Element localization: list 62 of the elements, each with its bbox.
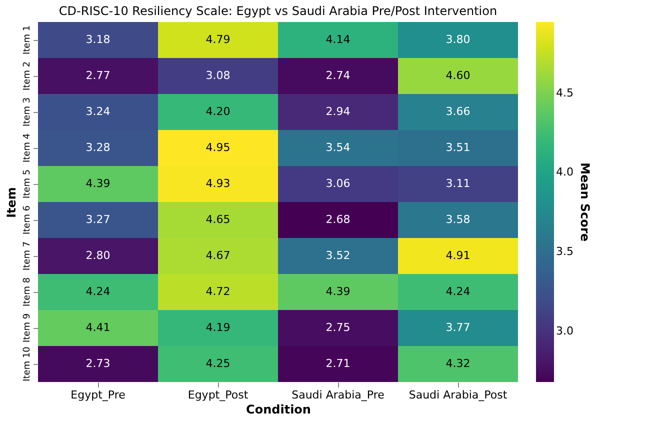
data-label: 2.71 xyxy=(326,357,350,370)
data-label: 2.94 xyxy=(326,105,350,118)
data-label: 4.24 xyxy=(86,285,110,298)
data-label: 2.75 xyxy=(326,321,350,334)
data-label: 4.79 xyxy=(206,33,230,46)
x-tick-label: Egypt_Pre xyxy=(70,388,126,402)
data-label: 4.72 xyxy=(206,285,230,298)
data-label: 2.80 xyxy=(86,249,110,262)
x-axis-title: Condition xyxy=(246,402,311,416)
data-label: 3.54 xyxy=(326,141,350,154)
data-label: 3.27 xyxy=(86,213,110,226)
data-label: 4.25 xyxy=(206,357,230,370)
data-label: 3.08 xyxy=(206,69,230,82)
y-tick-label: Item 8 xyxy=(22,277,32,307)
x-tick-label: Egypt_Post xyxy=(188,388,249,402)
data-label: 3.80 xyxy=(446,33,470,46)
color-bar-label: 4.5 xyxy=(556,86,574,100)
data-label: 4.39 xyxy=(326,285,350,298)
color-bar-label: 3.5 xyxy=(556,244,574,258)
data-label: 3.11 xyxy=(446,177,470,190)
data-label: 3.77 xyxy=(446,321,470,334)
data-label: 3.18 xyxy=(86,33,110,46)
x-tick-label: Saudi Arabia_Pre xyxy=(292,388,385,402)
y-tick-label: Item 6 xyxy=(22,205,32,235)
data-label: 4.39 xyxy=(86,177,110,190)
data-label: 3.51 xyxy=(446,141,470,154)
data-label: 3.24 xyxy=(86,105,110,118)
color-bar-label: 3.0 xyxy=(556,324,574,338)
data-label: 4.20 xyxy=(206,105,230,118)
data-label: 3.06 xyxy=(326,177,350,190)
y-tick-label: Item 5 xyxy=(22,169,32,199)
color-bar-label: 4.0 xyxy=(556,166,574,179)
chart-title: CD-RISC-10 Resiliency Scale: Egypt vs Saudi Arabia Pre/Post Intervention xyxy=(58,4,498,18)
y-tick-label: Item 2 xyxy=(22,61,32,91)
data-label: 4.60 xyxy=(446,69,470,82)
data-label: 4.91 xyxy=(446,249,470,262)
y-tick-label: Item 3 xyxy=(22,97,32,127)
data-label: 4.65 xyxy=(206,213,230,226)
data-label: 4.24 xyxy=(446,285,470,298)
y-axis-title: Item xyxy=(4,187,18,218)
data-label: 2.68 xyxy=(326,213,350,226)
data-label: 4.32 xyxy=(446,357,470,370)
data-label: 4.41 xyxy=(86,321,110,334)
data-label: 4.93 xyxy=(206,177,230,190)
y-tick-label: Item 4 xyxy=(22,133,32,163)
data-label: 3.66 xyxy=(446,105,470,118)
y-tick-label: Item 10 xyxy=(22,346,32,382)
data-label: 4.14 xyxy=(326,33,350,46)
y-tick-label: Item 9 xyxy=(22,313,32,343)
y-tick-label: Item 7 xyxy=(22,241,32,271)
data-label: 4.95 xyxy=(206,141,230,154)
data-label: 4.19 xyxy=(206,321,230,334)
y-tick-label: Item 1 xyxy=(22,25,32,55)
data-label: 2.74 xyxy=(326,69,350,82)
data-label: 2.73 xyxy=(86,357,110,370)
x-tick-label: Saudi Arabia_Post xyxy=(408,388,508,402)
data-label: 3.52 xyxy=(326,249,350,262)
data-label: 3.58 xyxy=(446,213,470,226)
data-label: 2.77 xyxy=(86,69,110,82)
color-bar-title: Mean Score xyxy=(578,162,592,242)
data-label: 3.28 xyxy=(86,141,110,154)
data-label: 4.67 xyxy=(206,249,230,262)
